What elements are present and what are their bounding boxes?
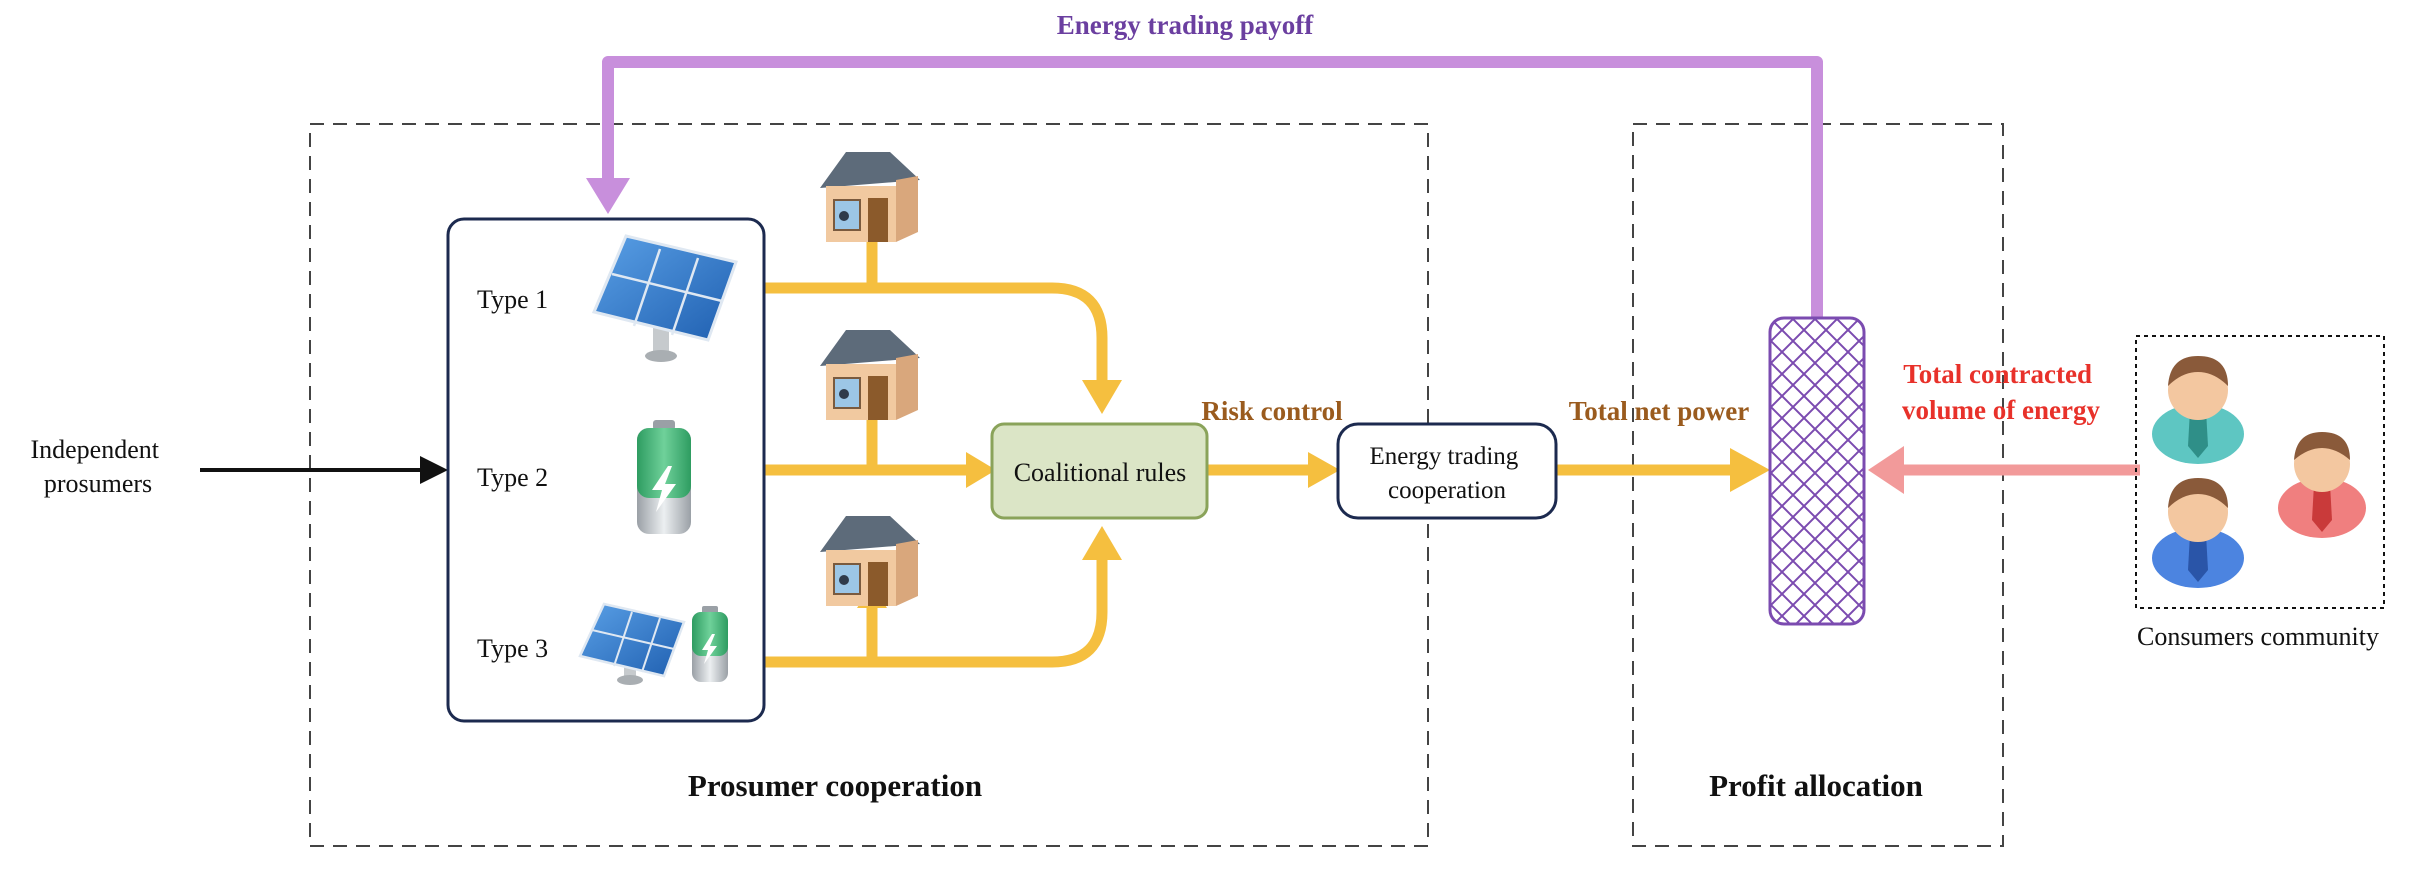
- consumer-icon-red: [2278, 432, 2366, 538]
- profit-allocation-title: Profit allocation: [1709, 768, 1923, 803]
- coalitional-rules-label: Coalitional rules: [1014, 458, 1187, 487]
- input-arrowhead: [420, 456, 448, 484]
- energy-trading-cooperation-label: Energy trading cooperation: [1369, 443, 1524, 504]
- energy-trading-payoff-label: Energy trading payoff: [1057, 10, 1315, 40]
- house-icon-3: [820, 516, 920, 606]
- energy-trading-cooperation-box: [1336, 422, 1558, 520]
- contracted-volume-arrowhead: [1868, 446, 1904, 494]
- total-contracted-volume-label: Total contracted volume of energy: [1902, 359, 2100, 425]
- risk-control-label: Risk control: [1201, 396, 1343, 426]
- independent-prosumers-label: Independent prosumers: [30, 435, 165, 498]
- payoff-arrowhead: [586, 178, 630, 214]
- consumers-community-label: Consumers community: [2137, 622, 2379, 651]
- prosumer-cooperation-title: Prosumer cooperation: [688, 768, 982, 803]
- profit-allocation-column: [1768, 316, 1866, 626]
- solar-panel-battery-icon: [578, 602, 728, 685]
- consumer-icon-blue: [2152, 478, 2244, 588]
- house-icon-1: [820, 152, 920, 242]
- battery-icon: [637, 420, 691, 534]
- type-1-label: Type 1: [477, 285, 548, 314]
- house-icon-2: [820, 330, 920, 420]
- type-2-label: Type 2: [477, 463, 548, 492]
- coalitional-rules-box: [990, 422, 1209, 520]
- consumers-community-box: [2135, 335, 2385, 609]
- total-net-power-label: Total net power: [1569, 396, 1750, 426]
- solar-panel-icon: [591, 234, 738, 362]
- payoff-feedback-arrow: [602, 56, 1823, 322]
- prosumer-types-box: [446, 217, 766, 723]
- type-3-label: Type 3: [477, 634, 548, 663]
- consumer-icon-teal: [2152, 356, 2244, 464]
